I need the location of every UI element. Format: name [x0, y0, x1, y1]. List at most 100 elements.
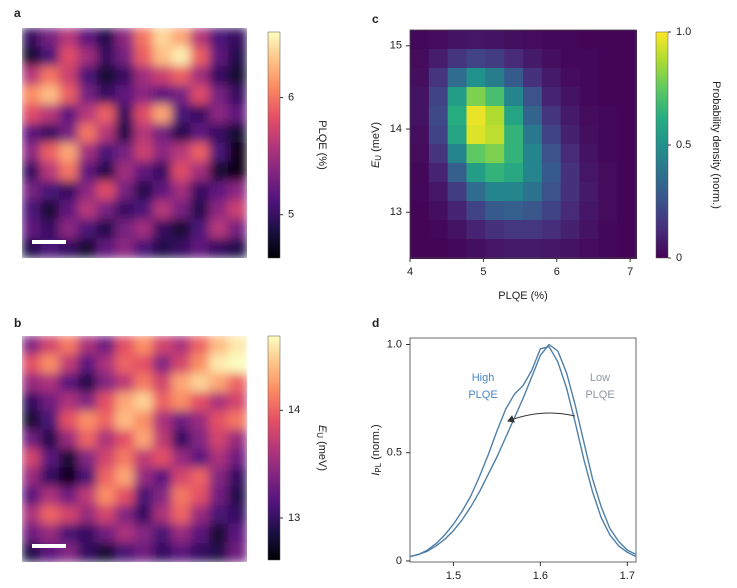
cell	[59, 467, 79, 488]
cell	[40, 448, 60, 469]
cell	[22, 429, 42, 450]
cell	[560, 87, 581, 107]
cell	[504, 220, 524, 240]
cell	[96, 373, 117, 393]
colorbar-tick-label: 14	[288, 404, 300, 416]
colorbar	[655, 31, 669, 259]
cell	[190, 505, 210, 525]
cell	[152, 542, 173, 562]
cell	[485, 201, 506, 221]
cell	[598, 30, 619, 50]
cell	[40, 467, 60, 488]
cell	[227, 410, 247, 431]
cell	[134, 542, 154, 562]
cell	[96, 104, 117, 125]
cell	[227, 336, 247, 356]
cell	[541, 201, 562, 221]
cell	[466, 68, 487, 88]
cell	[134, 410, 154, 431]
cell	[227, 486, 247, 506]
cell	[152, 65, 173, 86]
cell	[77, 200, 98, 221]
cell	[598, 49, 619, 69]
cell	[59, 448, 79, 469]
x-tick-label: 6	[554, 266, 560, 278]
x-tick-label: 5	[480, 266, 486, 278]
cell	[171, 354, 192, 375]
colorbar-label-subscript: U	[315, 432, 324, 438]
cell	[40, 486, 60, 506]
cell	[152, 336, 173, 356]
cell	[77, 429, 98, 450]
cell	[40, 180, 60, 201]
cell	[504, 163, 524, 183]
cell	[190, 336, 210, 356]
cell	[504, 125, 524, 145]
cell	[541, 220, 562, 240]
cell	[77, 448, 98, 469]
cell	[59, 123, 79, 144]
cell	[96, 354, 117, 375]
cell	[96, 200, 117, 221]
cell	[40, 505, 60, 525]
cell	[77, 542, 98, 562]
cell	[617, 68, 637, 88]
cell	[171, 238, 192, 258]
cell	[152, 467, 173, 488]
cell	[579, 201, 600, 221]
cell	[227, 238, 247, 258]
cell	[504, 201, 524, 221]
cell	[22, 392, 42, 412]
cell	[115, 429, 135, 450]
cell	[115, 486, 135, 506]
cell	[59, 523, 79, 544]
cell	[523, 87, 543, 107]
cell	[171, 28, 192, 48]
cell	[485, 30, 506, 50]
cell	[22, 200, 42, 221]
cell	[96, 46, 117, 67]
cell	[171, 219, 192, 240]
cell	[152, 104, 173, 125]
cell	[134, 429, 154, 450]
cell	[466, 144, 487, 164]
colorbar-label-symbol: E	[316, 425, 328, 433]
cell	[617, 106, 637, 126]
map-clip	[22, 28, 247, 258]
cell	[209, 410, 229, 431]
cell	[115, 523, 135, 544]
cell	[541, 68, 562, 88]
y-axis-label: EU (meV)	[370, 122, 383, 168]
cell	[171, 161, 192, 182]
cell	[410, 30, 430, 50]
cell	[77, 123, 98, 144]
cell	[134, 373, 154, 393]
cell	[560, 106, 581, 126]
cell	[59, 505, 79, 525]
cell	[171, 46, 192, 67]
cell	[209, 429, 229, 450]
cell	[190, 392, 210, 412]
cell	[466, 125, 487, 145]
cell	[579, 68, 600, 88]
pl-spectrum	[409, 343, 637, 558]
cell	[96, 219, 117, 240]
cell	[171, 429, 192, 450]
colorbar-label: EU (meV)	[315, 425, 328, 471]
cell	[504, 49, 524, 69]
cell	[447, 201, 468, 221]
y-tick-label: 14	[390, 123, 402, 135]
cell	[523, 106, 543, 126]
cell	[190, 486, 210, 506]
cell	[227, 505, 247, 525]
cell	[77, 505, 98, 525]
cell	[504, 144, 524, 164]
cell	[152, 448, 173, 469]
cell	[40, 373, 60, 393]
cell	[59, 219, 79, 240]
cell	[190, 46, 210, 67]
cell	[579, 182, 600, 202]
cell	[485, 87, 506, 107]
cell	[134, 336, 154, 356]
cell	[115, 410, 135, 431]
